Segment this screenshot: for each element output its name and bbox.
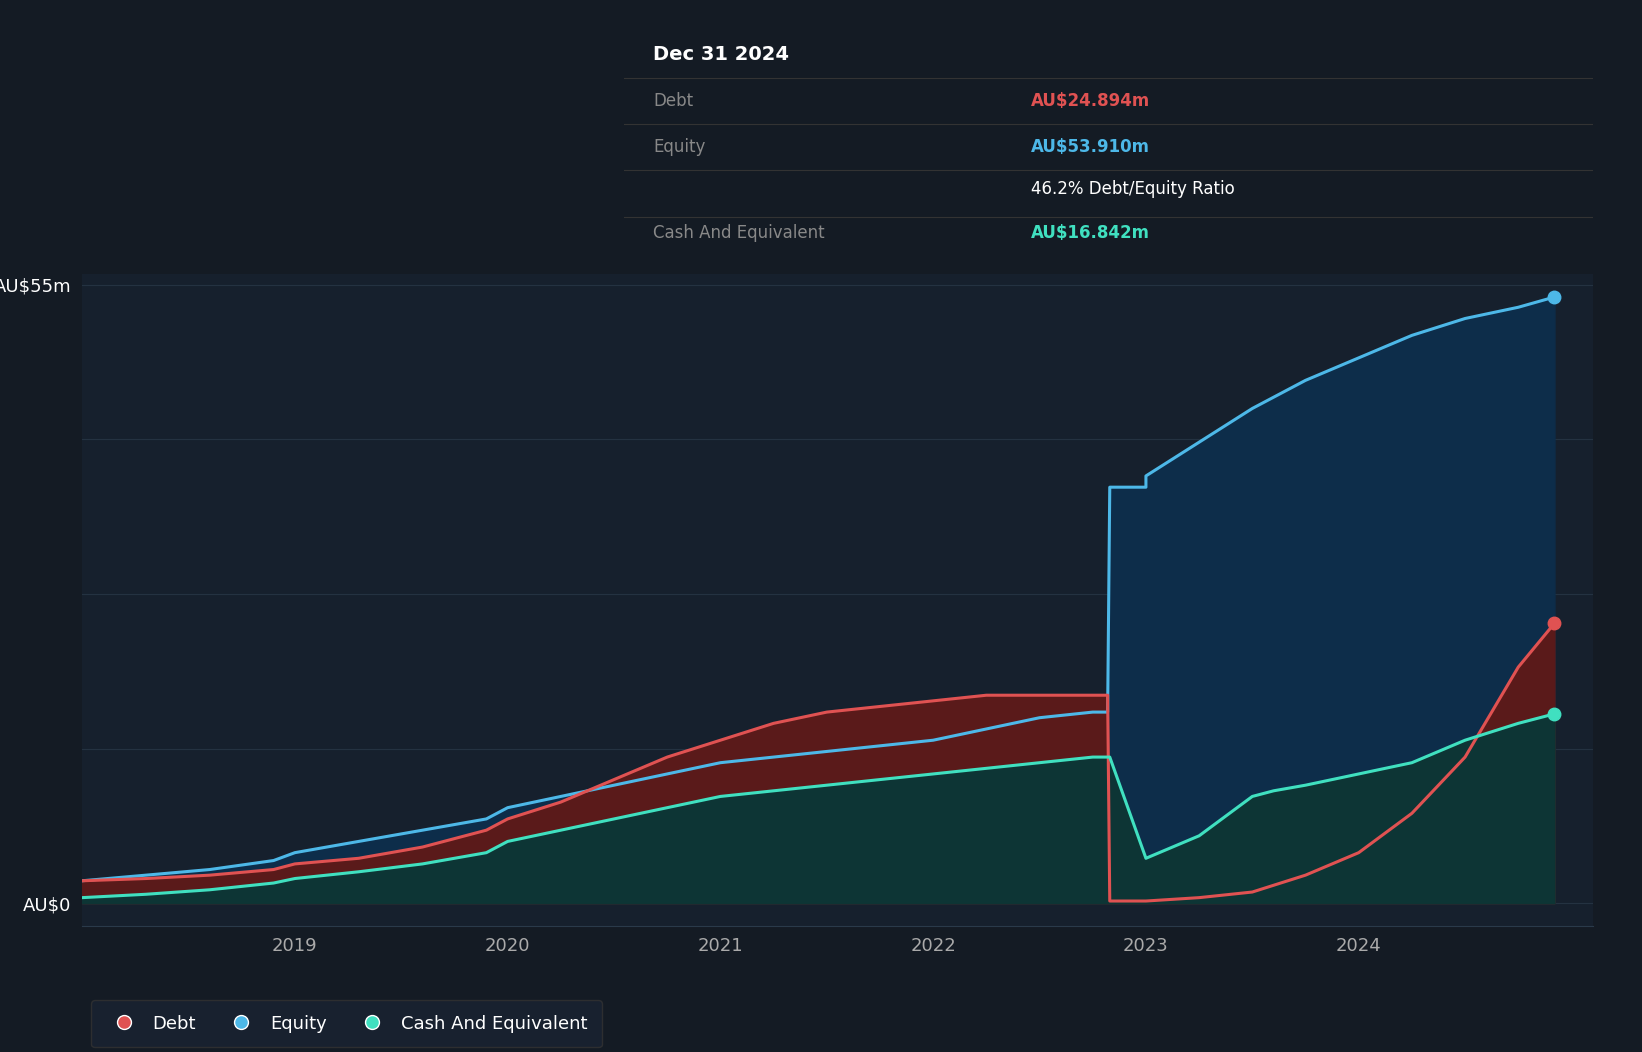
Text: AU$53.910m: AU$53.910m bbox=[1031, 138, 1149, 157]
Text: Debt: Debt bbox=[654, 92, 693, 110]
Legend: Debt, Equity, Cash And Equivalent: Debt, Equity, Cash And Equivalent bbox=[90, 1000, 601, 1047]
Text: AU$24.894m: AU$24.894m bbox=[1031, 92, 1149, 110]
Text: 46.2% Debt/Equity Ratio: 46.2% Debt/Equity Ratio bbox=[1031, 180, 1235, 198]
Text: AU$16.842m: AU$16.842m bbox=[1031, 224, 1149, 242]
Text: Equity: Equity bbox=[654, 138, 706, 157]
Text: Dec 31 2024: Dec 31 2024 bbox=[654, 45, 790, 64]
Text: Cash And Equivalent: Cash And Equivalent bbox=[654, 224, 824, 242]
